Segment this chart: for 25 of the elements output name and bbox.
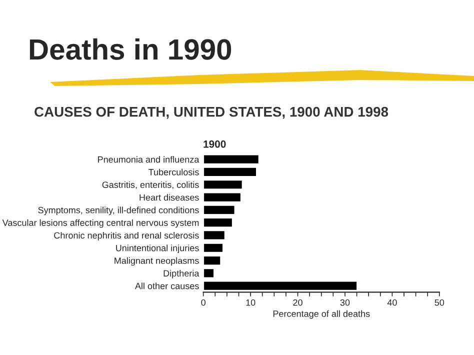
x-tick-label: 50: [434, 299, 444, 306]
chart-title: Deaths in 1990: [30, 38, 232, 60]
y-tick-label: Tuberculosis: [148, 168, 199, 176]
bar: [203, 230, 226, 241]
bar: [203, 280, 358, 292]
bar: [203, 268, 215, 279]
y-tick-label: Symptoms, senility, ill-defined conditions: [38, 206, 199, 216]
y-tick-label: Malignant neoplasms: [114, 257, 199, 266]
chart-subtitle: CAUSES OF DEATH, UNITED STATES, 1900 AND 1998: [34, 106, 388, 119]
x-tick-label: 0: [201, 299, 206, 306]
text: 1900: [204, 140, 226, 148]
x-tick-label: 20: [293, 299, 302, 306]
y-tick-label: Diptheria: [164, 270, 200, 278]
y-tick-label: Gastritis, enteritis, colitis: [102, 181, 199, 190]
x-tick-label: 30: [340, 299, 350, 306]
y-tick-label: Pneumonia and influenza: [98, 156, 200, 163]
x-tick-label: 40: [387, 299, 397, 306]
x-axis-title: Percentage of all deaths: [273, 310, 370, 319]
y-tick-label: Heart diseases: [140, 194, 199, 201]
y-tick-label: All other causes: [134, 282, 199, 290]
y-tick-label: Chronic nephritis and renal sclerosis: [54, 232, 199, 240]
y-tick-label: Vascular lesions affecting central nervous system: [2, 219, 199, 228]
y-tick-label: Unintentional injuries: [116, 244, 199, 254]
bar: [203, 192, 242, 203]
x-tick-label: 10: [246, 299, 256, 306]
